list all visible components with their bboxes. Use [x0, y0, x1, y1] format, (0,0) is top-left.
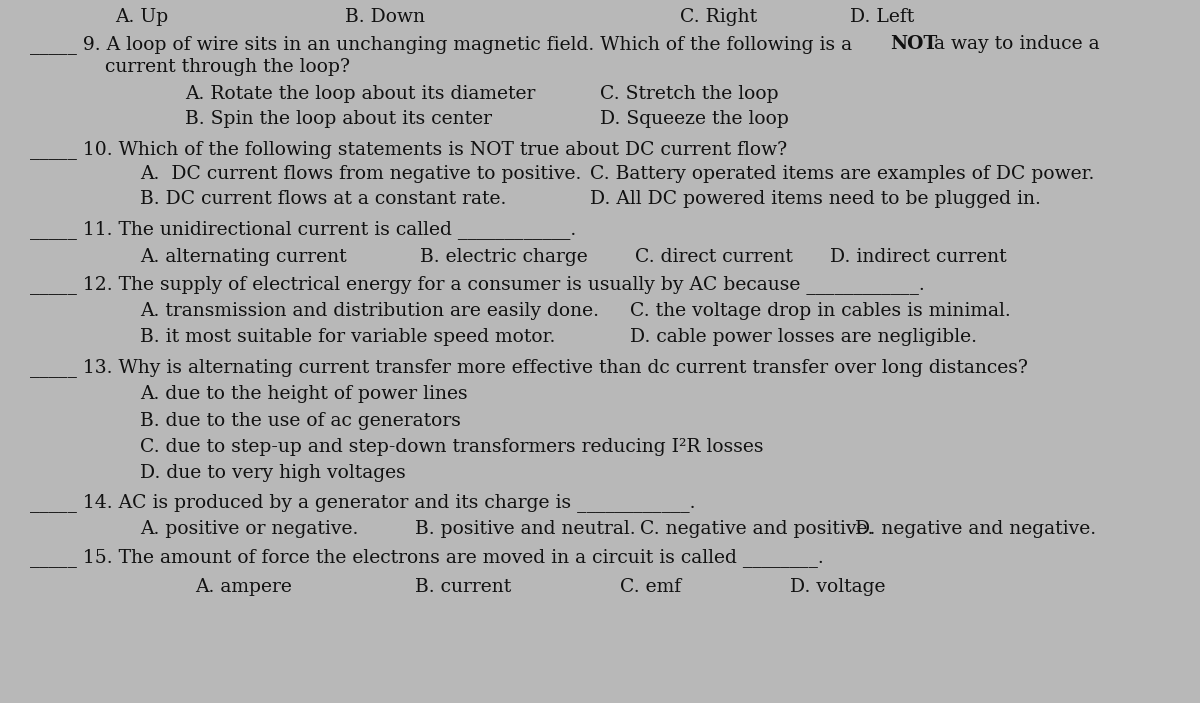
Text: A. positive or negative.: A. positive or negative. — [140, 520, 359, 538]
Text: _____ 13. Why is alternating current transfer more effective than dc current tra: _____ 13. Why is alternating current tra… — [30, 358, 1028, 377]
Text: B. it most suitable for variable speed motor.: B. it most suitable for variable speed m… — [140, 328, 556, 346]
Text: B. Down: B. Down — [346, 8, 425, 26]
Text: a way to induce a: a way to induce a — [928, 35, 1099, 53]
Text: D. cable power losses are negligible.: D. cable power losses are negligible. — [630, 328, 977, 346]
Text: C. Right: C. Right — [680, 8, 757, 26]
Text: C. Battery operated items are examples of DC power.: C. Battery operated items are examples o… — [590, 165, 1094, 183]
Text: _____ 14. AC is produced by a generator and its charge is ____________.: _____ 14. AC is produced by a generator … — [30, 493, 696, 512]
Text: C. emf: C. emf — [620, 578, 682, 596]
Text: C. due to step-up and step-down transformers reducing I²R losses: C. due to step-up and step-down transfor… — [140, 438, 763, 456]
Text: D. negative and negative.: D. negative and negative. — [854, 520, 1096, 538]
Text: B. positive and neutral.: B. positive and neutral. — [415, 520, 636, 538]
Text: NOT: NOT — [890, 35, 937, 53]
Text: _____ 11. The unidirectional current is called ____________.: _____ 11. The unidirectional current is … — [30, 220, 576, 239]
Text: D. due to very high voltages: D. due to very high voltages — [140, 464, 406, 482]
Text: A. ampere: A. ampere — [194, 578, 292, 596]
Text: B. electric charge: B. electric charge — [420, 248, 588, 266]
Text: B. current: B. current — [415, 578, 511, 596]
Text: A. Rotate the loop about its diameter: A. Rotate the loop about its diameter — [185, 85, 535, 103]
Text: B. DC current flows at a constant rate.: B. DC current flows at a constant rate. — [140, 190, 506, 208]
Text: C. negative and positive.: C. negative and positive. — [640, 520, 874, 538]
Text: _____ 10. Which of the following statements is NOT true about DC current flow?: _____ 10. Which of the following stateme… — [30, 140, 787, 159]
Text: D. All DC powered items need to be plugged in.: D. All DC powered items need to be plugg… — [590, 190, 1040, 208]
Text: C. the voltage drop in cables is minimal.: C. the voltage drop in cables is minimal… — [630, 302, 1010, 320]
Text: A. due to the height of power lines: A. due to the height of power lines — [140, 385, 468, 403]
Text: A.  DC current flows from negative to positive.: A. DC current flows from negative to pos… — [140, 165, 581, 183]
Text: D. voltage: D. voltage — [790, 578, 886, 596]
Text: _____ 15. The amount of force the electrons are moved in a circuit is called ___: _____ 15. The amount of force the electr… — [30, 548, 823, 567]
Text: C. direct current: C. direct current — [635, 248, 793, 266]
Text: A. alternating current: A. alternating current — [140, 248, 347, 266]
Text: A. Up: A. Up — [115, 8, 168, 26]
Text: C. Stretch the loop: C. Stretch the loop — [600, 85, 779, 103]
Text: current through the loop?: current through the loop? — [106, 58, 350, 76]
Text: _____ 9. A loop of wire sits in an unchanging magnetic field. Which of the follo: _____ 9. A loop of wire sits in an uncha… — [30, 35, 858, 54]
Text: D. Left: D. Left — [850, 8, 914, 26]
Text: _____ 12. The supply of electrical energy for a consumer is usually by AC becaus: _____ 12. The supply of electrical energ… — [30, 275, 925, 294]
Text: D. Squeeze the loop: D. Squeeze the loop — [600, 110, 788, 128]
Text: A. transmission and distribution are easily done.: A. transmission and distribution are eas… — [140, 302, 599, 320]
Text: B. due to the use of ac generators: B. due to the use of ac generators — [140, 412, 461, 430]
Text: B. Spin the loop about its center: B. Spin the loop about its center — [185, 110, 492, 128]
Text: D. indirect current: D. indirect current — [830, 248, 1007, 266]
